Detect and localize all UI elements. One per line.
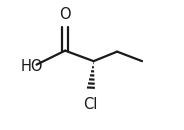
Text: Cl: Cl: [84, 97, 98, 112]
Text: HO: HO: [21, 59, 43, 74]
Text: O: O: [59, 7, 71, 22]
